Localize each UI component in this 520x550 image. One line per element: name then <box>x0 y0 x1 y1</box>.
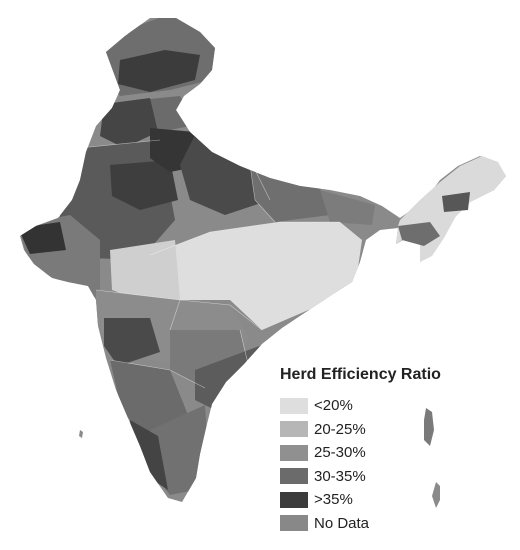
region-up-east <box>250 165 330 222</box>
map-legend: Herd Efficiency Ratio <20% 20-25% 25-30%… <box>276 366 476 535</box>
legend-label: <20% <box>314 397 353 415</box>
region-bihar <box>320 190 375 225</box>
legend-item-20-25: 20-25% <box>276 418 476 442</box>
region-punjab <box>100 98 158 148</box>
legend-label: >35% <box>314 491 353 509</box>
legend-label: 30-35% <box>314 467 366 485</box>
legend-item-gt35: >35% <box>276 488 476 512</box>
legend-item-no-data: No Data <box>276 512 476 536</box>
legend-swatch <box>280 421 308 438</box>
region-up-west <box>180 135 270 215</box>
legend-swatch <box>280 515 308 532</box>
region-kashmir-dark <box>118 50 200 92</box>
andaman-islands <box>424 408 434 446</box>
legend-swatch <box>280 491 308 508</box>
state-borders <box>59 134 340 389</box>
legend-item-25-30: 25-30% <box>276 441 476 465</box>
legend-swatch <box>280 444 308 461</box>
legend-swatch <box>280 397 308 414</box>
legend-item-30-35: 30-35% <box>276 465 476 489</box>
lakshadweep <box>79 430 83 438</box>
region-northeast-mid <box>398 222 440 246</box>
region-kerala-dark <box>130 420 168 490</box>
nicobar-islands <box>432 482 440 508</box>
region-rajasthan-dark <box>110 160 178 210</box>
legend-label: 25-30% <box>314 444 366 462</box>
legend-label: 20-25% <box>314 420 366 438</box>
legend-item-lt20: <20% <box>276 394 476 418</box>
region-maharashtra-dark <box>104 318 160 366</box>
legend-label: No Data <box>314 514 370 532</box>
legend-title: Herd Efficiency Ratio <box>280 366 441 383</box>
region-kutch-dark <box>20 222 66 254</box>
legend-swatch <box>280 468 308 485</box>
region-northeast-dark <box>442 192 470 212</box>
region-mp-light <box>110 240 180 300</box>
region-central-light <box>140 222 362 330</box>
